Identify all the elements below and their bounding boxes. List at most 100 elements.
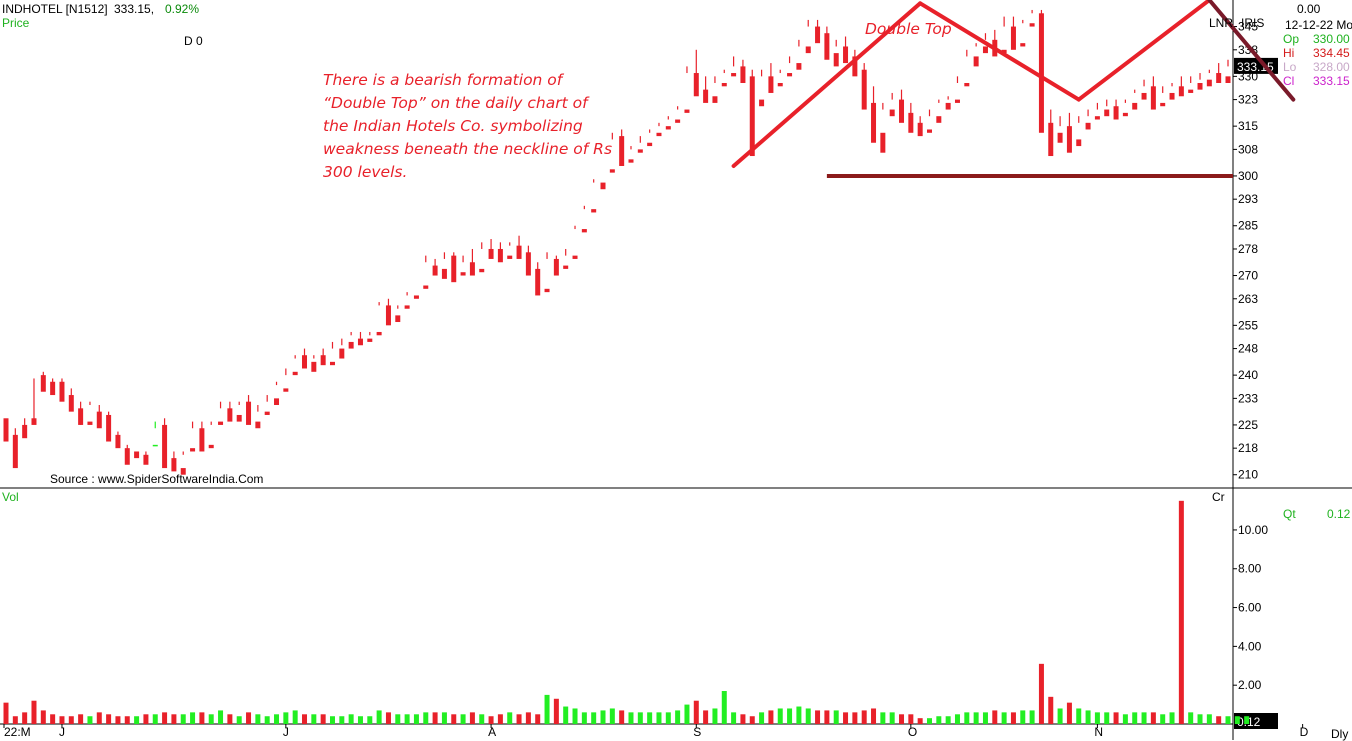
volume-bar bbox=[432, 712, 438, 724]
price-tick-label: 218 bbox=[1238, 441, 1258, 455]
candle-body bbox=[721, 82, 727, 87]
candle bbox=[1085, 109, 1091, 130]
volume-bar bbox=[479, 714, 485, 724]
candle-body bbox=[777, 82, 783, 87]
volume-bar bbox=[413, 714, 419, 724]
double-top-pattern bbox=[731, 0, 1296, 178]
double-top-segment bbox=[731, 1, 923, 168]
candle bbox=[1076, 116, 1082, 147]
lo-value: 328.00 bbox=[1313, 60, 1350, 74]
candle bbox=[180, 451, 186, 475]
candle-body bbox=[106, 414, 112, 442]
volume-bar bbox=[992, 710, 998, 724]
candle-body bbox=[796, 63, 802, 70]
volume-bar bbox=[246, 712, 252, 724]
volume-bar bbox=[283, 712, 289, 724]
candle-body bbox=[973, 56, 979, 67]
volume-bar bbox=[647, 712, 653, 724]
candle bbox=[712, 76, 718, 103]
volume-bar bbox=[871, 708, 877, 724]
candle-body bbox=[899, 99, 905, 123]
price-axis: 210 218 225 233 240 248 255 263 270 278 285 293 300 3… bbox=[1233, 20, 1278, 482]
candle bbox=[302, 348, 308, 369]
price-tick-label: 285 bbox=[1238, 219, 1258, 233]
candle-body bbox=[479, 268, 485, 273]
double-top-segment bbox=[1076, 0, 1212, 102]
volume-bar bbox=[1038, 663, 1044, 724]
volume-tick-label: 8.00 bbox=[1238, 562, 1262, 576]
candle bbox=[982, 33, 988, 54]
volume-bar bbox=[628, 712, 634, 724]
candle-body bbox=[908, 112, 914, 133]
volume-bar bbox=[1225, 716, 1231, 724]
candle bbox=[50, 378, 56, 396]
candle bbox=[516, 235, 522, 259]
volume-bar bbox=[1094, 712, 1100, 724]
lnr-toggle[interactable]: LNR bbox=[1209, 16, 1234, 30]
candle-body bbox=[246, 401, 252, 425]
candle-body bbox=[255, 421, 261, 429]
volume-tick-label: 6.00 bbox=[1238, 601, 1262, 615]
candle bbox=[329, 341, 335, 366]
candle bbox=[619, 129, 625, 166]
volume-bar bbox=[675, 710, 681, 724]
volume-bar bbox=[180, 714, 186, 724]
volume-bar bbox=[190, 712, 196, 724]
volume-bar bbox=[1132, 712, 1138, 724]
volume-label: Vol bbox=[2, 490, 19, 504]
volume-bar bbox=[805, 708, 811, 724]
source-credit: Source : www.SpiderSoftwareIndia.Com bbox=[50, 472, 264, 486]
candle bbox=[264, 395, 270, 415]
candle-body bbox=[357, 338, 363, 346]
candle bbox=[78, 401, 84, 425]
volume-bar bbox=[339, 716, 345, 724]
candle bbox=[824, 26, 830, 60]
candle-body bbox=[143, 454, 149, 465]
candle-body bbox=[376, 331, 382, 336]
candle bbox=[68, 388, 74, 412]
candle bbox=[115, 431, 121, 449]
volume-bar bbox=[581, 712, 587, 724]
candle bbox=[777, 69, 783, 87]
interval-label[interactable]: Dly bbox=[1331, 727, 1349, 741]
candle bbox=[124, 444, 130, 465]
double-top-segment bbox=[1207, 0, 1296, 102]
volume-bar bbox=[451, 714, 457, 724]
volume-bar bbox=[954, 714, 960, 724]
date-tick-label: J bbox=[59, 725, 65, 739]
volume-bar bbox=[712, 708, 718, 724]
candle bbox=[479, 242, 485, 273]
candle-body bbox=[581, 229, 587, 233]
candle-body bbox=[302, 355, 308, 369]
volume-bar bbox=[507, 712, 513, 724]
price-tick-label: 300 bbox=[1238, 169, 1258, 183]
candle bbox=[357, 331, 363, 346]
candle bbox=[721, 69, 727, 87]
price-series-label: Price bbox=[2, 16, 30, 30]
volume-bar bbox=[460, 714, 466, 724]
volume-bar bbox=[50, 714, 56, 724]
qt-value: 0.12 bbox=[1327, 507, 1351, 521]
candle bbox=[703, 76, 709, 103]
candle-body bbox=[1122, 112, 1128, 117]
volume-bar bbox=[740, 714, 746, 724]
volume-bar bbox=[227, 714, 233, 724]
price-tick-label: 315 bbox=[1238, 119, 1258, 133]
candle bbox=[1216, 63, 1222, 83]
volume-bar bbox=[152, 714, 158, 724]
volume-bar bbox=[600, 710, 606, 724]
candle bbox=[880, 102, 886, 153]
candle-body bbox=[535, 268, 541, 296]
volume-bar bbox=[637, 712, 643, 724]
candle-body bbox=[1029, 23, 1035, 27]
candle-body bbox=[759, 99, 765, 107]
candle-body bbox=[199, 428, 205, 452]
volume-bar bbox=[106, 714, 112, 724]
volume-bar bbox=[1216, 716, 1222, 724]
candle-body bbox=[684, 109, 690, 113]
candle-body bbox=[469, 262, 475, 276]
candle-body bbox=[945, 102, 951, 110]
candle bbox=[954, 76, 960, 103]
